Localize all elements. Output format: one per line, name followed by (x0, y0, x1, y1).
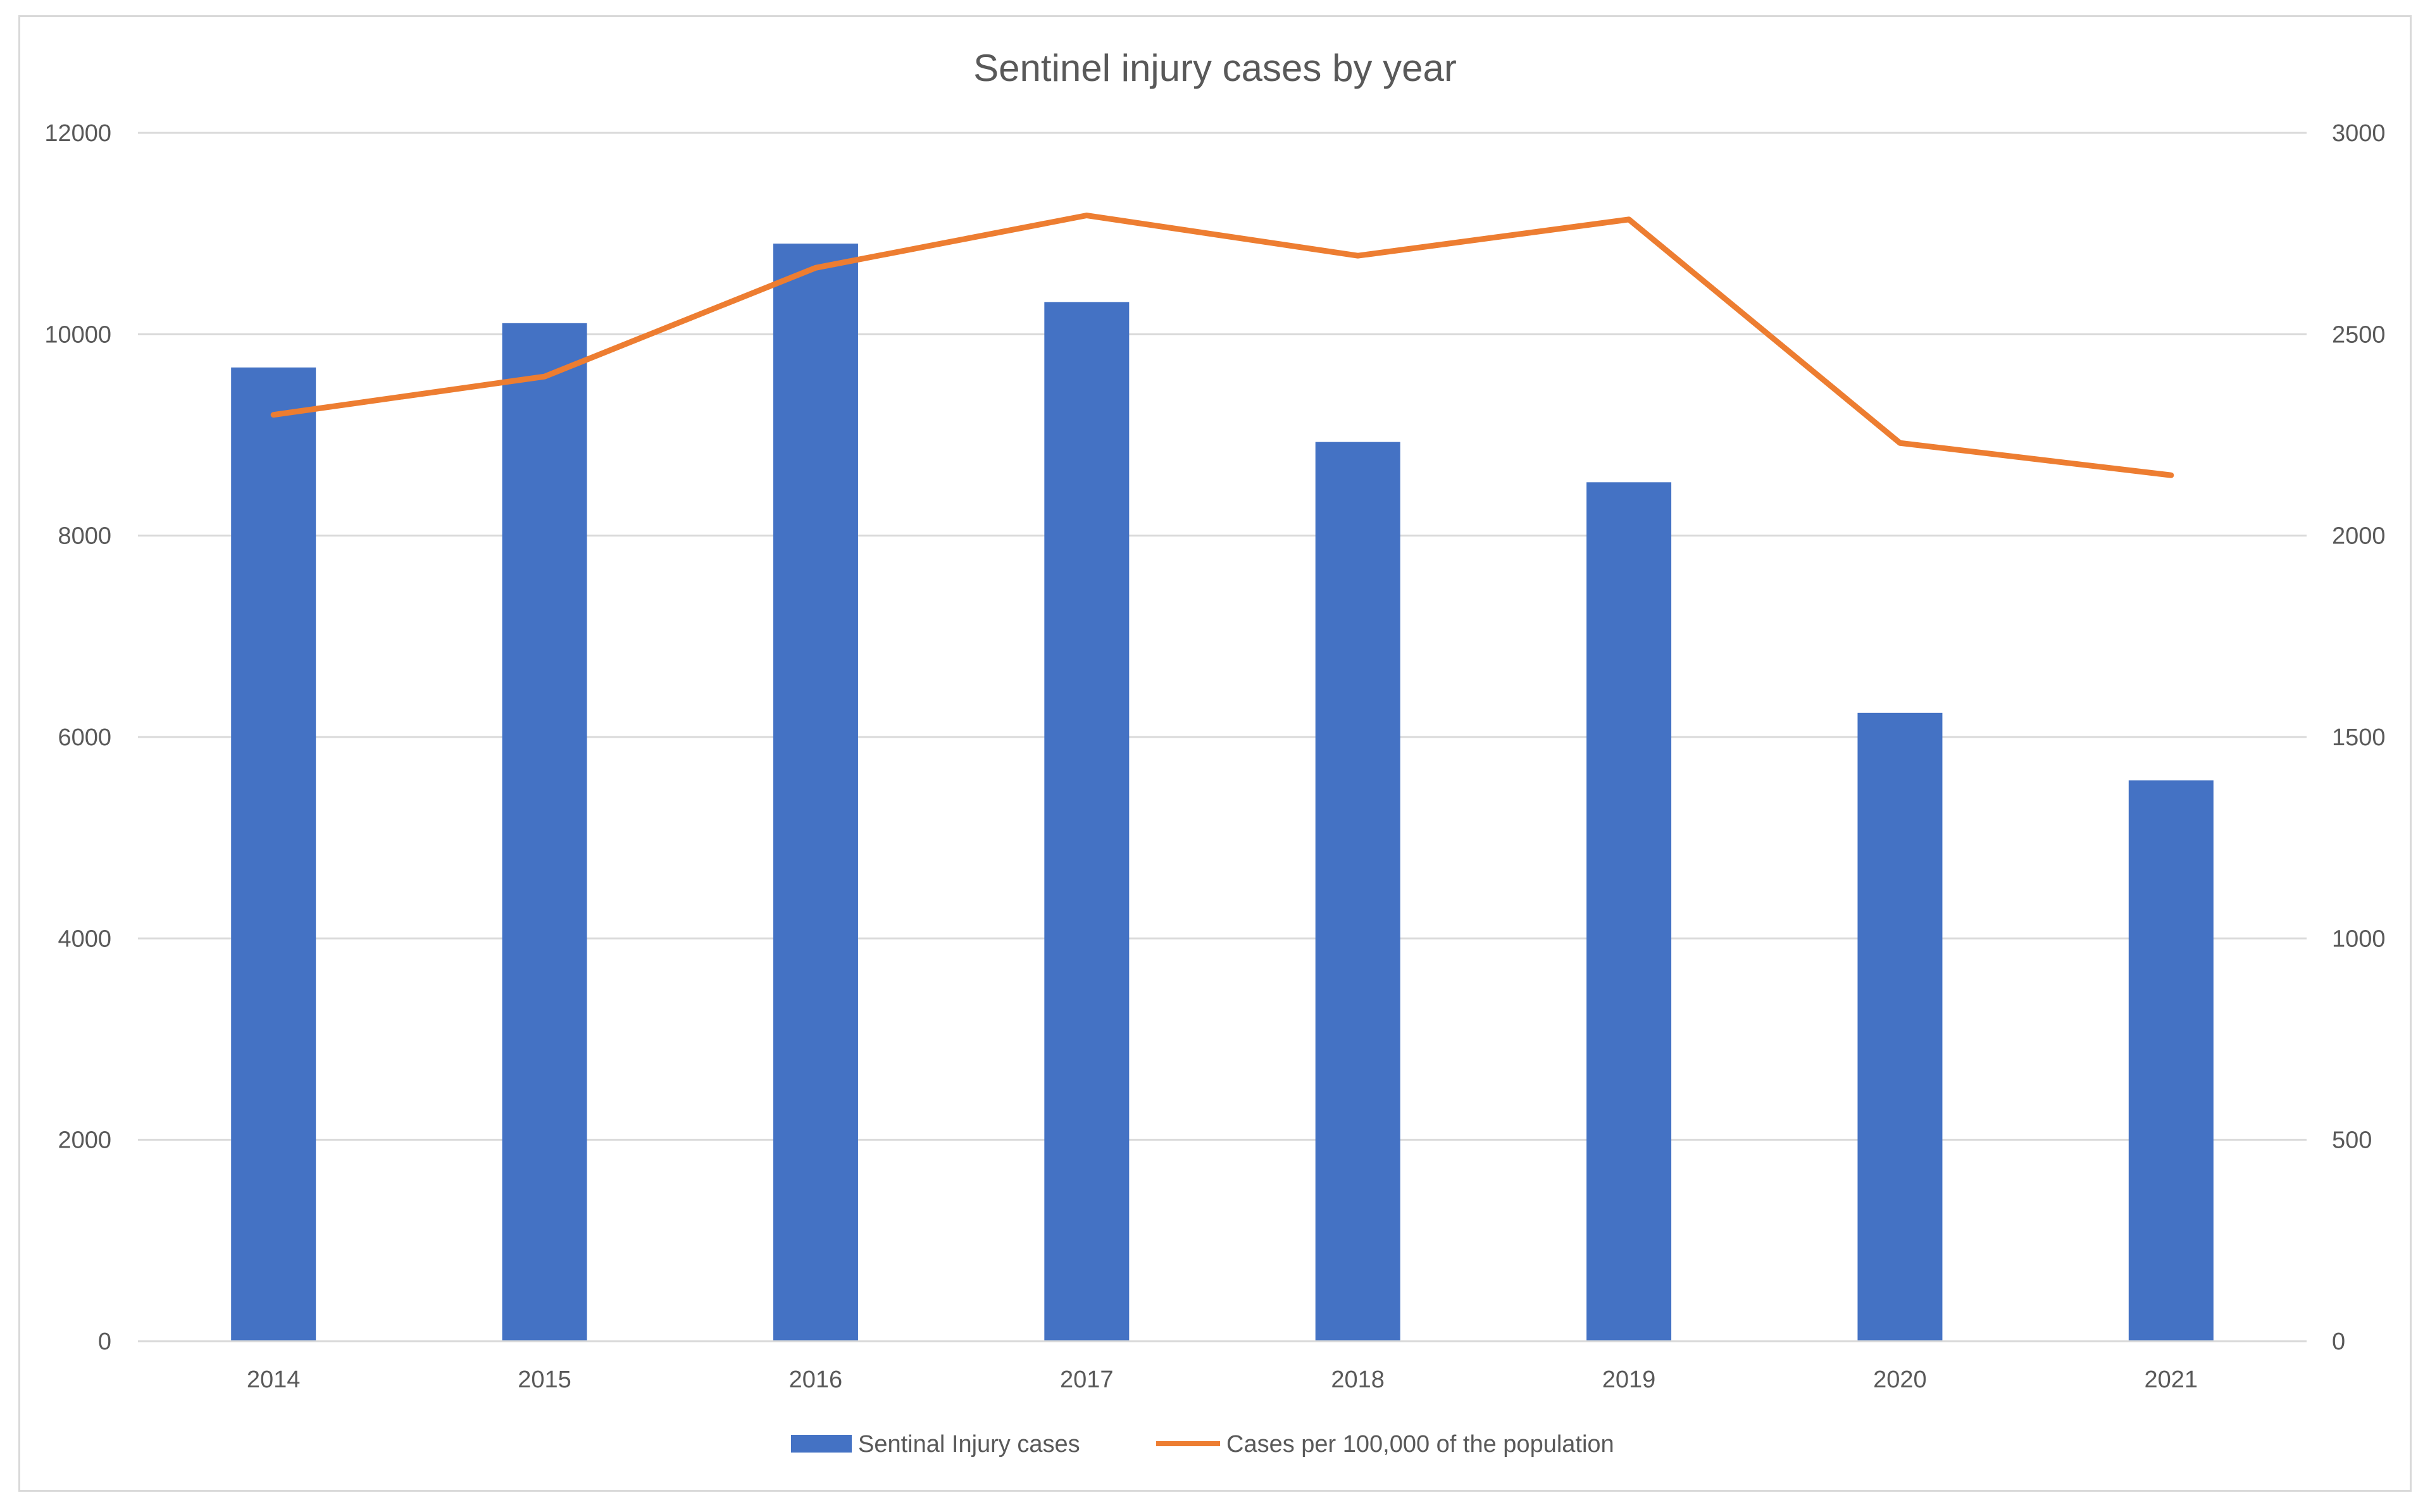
rate-line (270, 213, 2174, 478)
x-tick-label: 2019 (1602, 1366, 1656, 1393)
line-point-2015 (544, 376, 545, 378)
y-left-tick-label: 8000 (58, 523, 111, 550)
bars-layer (231, 244, 2214, 1342)
line-point-2021 (2170, 474, 2172, 476)
bar-2014 (231, 367, 316, 1341)
line-point-2016 (814, 267, 816, 269)
x-tick-label: 2018 (1331, 1366, 1385, 1393)
line-point-2018 (1357, 255, 1359, 257)
line-point-2014 (273, 414, 275, 416)
legend-swatch-bar (791, 1435, 852, 1453)
x-tick-label: 2021 (2145, 1366, 2198, 1393)
x-tick-label: 2020 (1873, 1366, 1927, 1393)
y-left-tick-label: 6000 (58, 724, 111, 751)
line-point-2020 (1899, 442, 1901, 444)
left-axis: 0 2000 4000 6000 8000 10000 12000 (44, 120, 111, 1355)
y-left-tick-label: 10000 (44, 321, 111, 348)
bar-2015 (502, 323, 587, 1342)
right-axis: 0 500 1000 1500 2000 2500 3000 (2332, 120, 2386, 1355)
legend-label-bar: Sentinal Injury cases (858, 1431, 1080, 1458)
y-left-tick-label: 12000 (44, 120, 111, 147)
bar-2017 (1044, 302, 1130, 1341)
line-point-2019 (1628, 218, 1630, 220)
y-right-tick-label: 2000 (2332, 523, 2386, 550)
y-right-tick-label: 0 (2332, 1329, 2345, 1355)
legend-label-line: Cases per 100,000 of the population (1226, 1431, 1614, 1458)
bar-2021 (2128, 780, 2214, 1341)
chart-frame (18, 15, 2412, 1492)
grid-layer (138, 132, 2307, 1342)
bar-2019 (1586, 482, 1672, 1341)
y-left-tick-label: 2000 (58, 1127, 111, 1154)
y-right-tick-label: 500 (2332, 1127, 2372, 1154)
legend: Sentinal Injury cases Cases per 100,000 … (791, 1431, 1614, 1458)
line-point-2017 (1086, 214, 1088, 216)
y-left-tick-label: 4000 (58, 926, 111, 952)
x-tick-label: 2017 (1060, 1366, 1114, 1393)
line-layer (270, 213, 2174, 478)
y-right-tick-label: 3000 (2332, 120, 2386, 147)
y-left-tick-label: 0 (98, 1329, 111, 1355)
x-axis: 2014 2015 2016 2017 2018 2019 2020 2021 (138, 1340, 2307, 1393)
x-tick-label: 2015 (518, 1366, 571, 1393)
x-tick-label: 2016 (789, 1366, 843, 1393)
bar-2020 (1857, 712, 1943, 1341)
bar-2018 (1315, 442, 1400, 1342)
y-right-tick-label: 1500 (2332, 724, 2386, 751)
x-tick-label: 2014 (247, 1366, 301, 1393)
chart-title: Sentinel injury cases by year (973, 47, 1457, 89)
bar-2016 (773, 244, 858, 1341)
y-right-tick-label: 2500 (2332, 321, 2386, 348)
y-right-tick-label: 1000 (2332, 926, 2386, 952)
